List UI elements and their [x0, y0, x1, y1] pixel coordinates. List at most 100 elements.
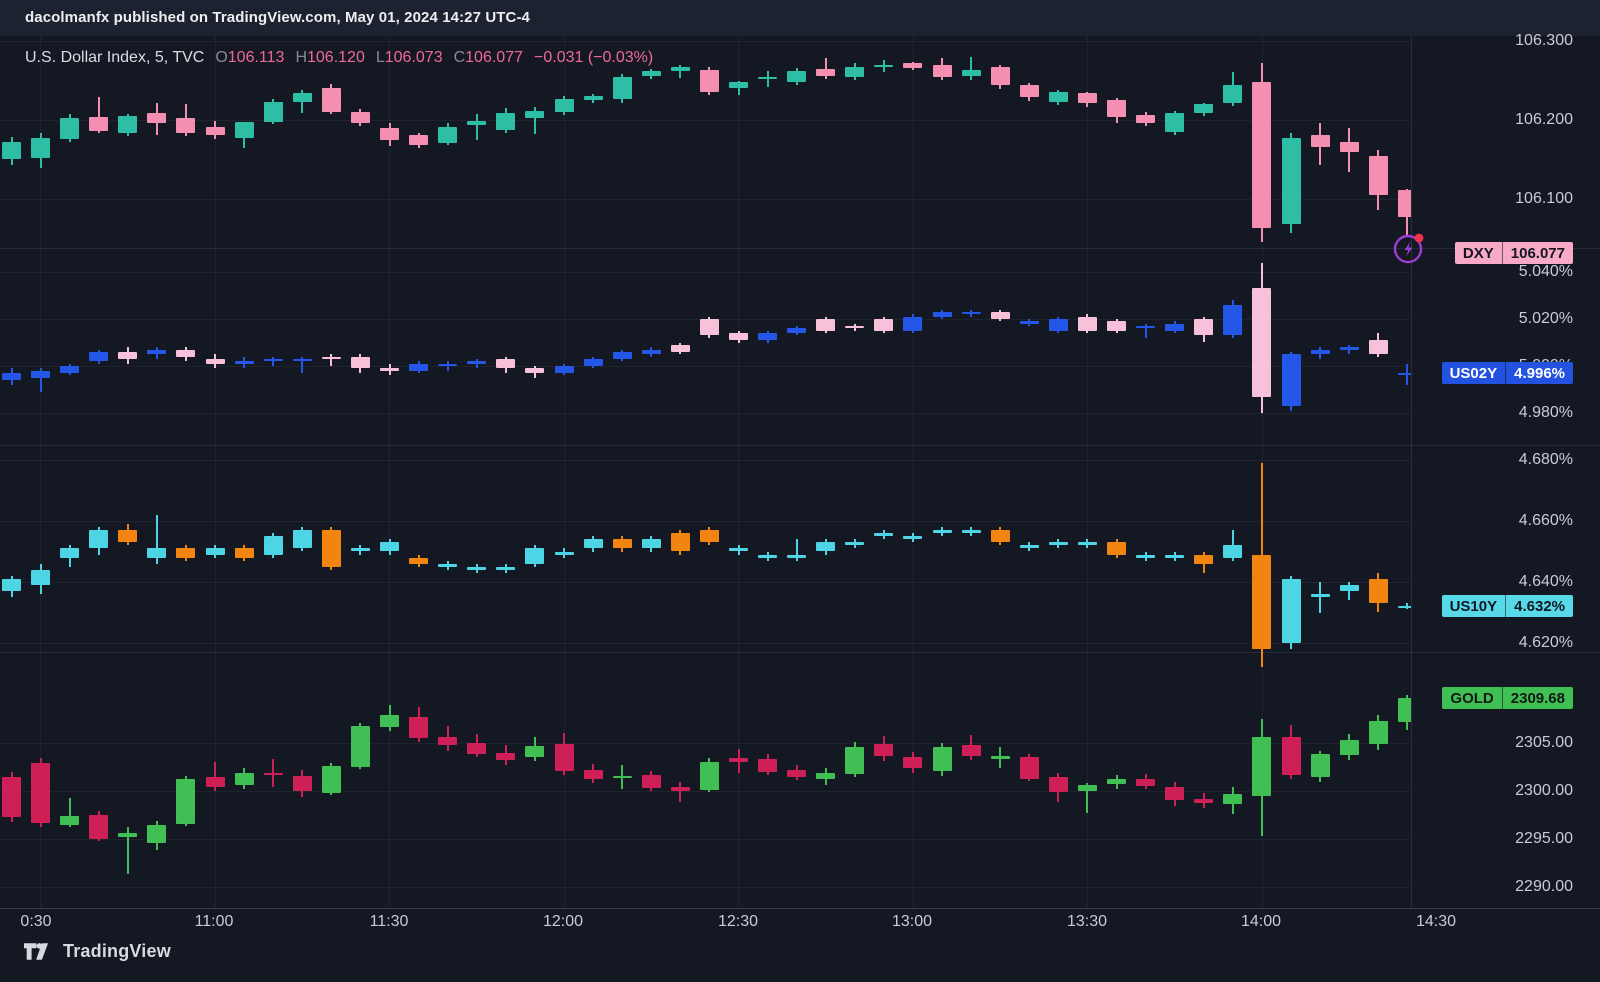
candle — [1397, 373, 1412, 376]
candle — [1107, 542, 1127, 555]
horizontal-gridline — [0, 41, 1412, 42]
candle — [321, 356, 341, 359]
gold-axis-label: 2295.00 — [1515, 830, 1573, 847]
us02y-ticker: US02Y — [1449, 364, 1498, 382]
dxy-last-value: 106.077 — [1510, 244, 1565, 262]
candle — [961, 311, 981, 315]
candle — [612, 77, 632, 99]
candle — [350, 356, 370, 369]
pill-separator — [1505, 362, 1507, 384]
candle — [205, 358, 225, 364]
candle — [1397, 190, 1412, 218]
candle — [583, 539, 603, 549]
candle — [1368, 578, 1388, 604]
candle — [1310, 753, 1330, 777]
candle-wick — [97, 97, 100, 134]
candle — [729, 758, 748, 763]
candle — [1107, 321, 1127, 331]
candle — [350, 725, 370, 767]
time-axis[interactable]: 0:30 11:00 11:30 12:00 12:30 13:00 13:30 14:00 1… — [0, 908, 1600, 938]
candle — [380, 368, 400, 371]
candle — [118, 351, 138, 359]
candle — [321, 530, 341, 567]
flash-event-icon[interactable] — [1389, 228, 1429, 273]
time-tick-label: 11:00 — [194, 913, 234, 930]
candle — [699, 530, 719, 543]
candle — [1077, 785, 1097, 791]
vertical-gridline — [563, 36, 565, 908]
candle — [787, 328, 807, 334]
candle — [758, 554, 778, 558]
candle — [292, 530, 312, 549]
gold-price-label: GOLD 2309.68 — [1442, 687, 1573, 709]
candle — [932, 311, 952, 317]
candle — [118, 116, 138, 133]
candle — [1339, 142, 1359, 153]
candle — [612, 351, 632, 359]
vertical-gridline — [912, 36, 914, 908]
candle — [205, 127, 225, 135]
candle — [438, 127, 458, 143]
vertical-gridline — [738, 36, 739, 908]
candle — [1165, 112, 1185, 132]
time-tick-label: 0:30 — [20, 913, 52, 930]
horizontal-gridline — [0, 272, 1412, 273]
panel-divider — [0, 652, 1600, 653]
candle — [1194, 319, 1214, 336]
candle — [1339, 585, 1359, 592]
symbol-legend: U.S. Dollar Index, 5, TVC O106.113 H106.12… — [25, 49, 653, 67]
candle — [321, 766, 341, 793]
candle — [1019, 321, 1039, 324]
candle — [205, 548, 225, 555]
candle — [350, 112, 370, 124]
candle — [438, 363, 458, 366]
horizontal-gridline — [0, 743, 1412, 744]
candlestick-plot[interactable] — [0, 36, 1412, 908]
candle — [496, 112, 516, 131]
candle — [583, 95, 603, 101]
us02y-price-label: US02Y 4.996% — [1441, 362, 1573, 384]
candle-wick — [301, 356, 304, 374]
time-axis-border — [0, 908, 1600, 909]
tradingview-watermark[interactable]: TradingView — [24, 936, 171, 966]
candle — [438, 737, 458, 745]
candle — [1368, 155, 1388, 196]
price-axis[interactable]: 106.300 106.200 106.100 DXY 106.077 5.040% 5.0… — [1412, 32, 1600, 908]
chart-area[interactable]: U.S. Dollar Index, 5, TVC O106.113 H106.12… — [0, 32, 1600, 909]
ohlc-key: O — [215, 49, 228, 66]
vertical-gridline — [1087, 36, 1088, 908]
candle — [1194, 104, 1214, 113]
candle — [874, 743, 894, 757]
candle-wick — [533, 106, 536, 135]
candle — [409, 557, 429, 564]
candle — [1310, 135, 1330, 147]
candle — [176, 349, 196, 357]
candle — [990, 530, 1010, 543]
candle-wick — [155, 514, 158, 564]
us10y-axis-label: 4.660% — [1518, 512, 1573, 529]
candle-wick — [679, 65, 682, 79]
candle — [1048, 92, 1068, 102]
vertical-gridline — [389, 36, 390, 908]
candle — [874, 533, 894, 537]
us02y-last-value: 4.996% — [1514, 364, 1565, 382]
candle — [60, 117, 80, 139]
us02y-axis-label: 4.980% — [1518, 404, 1573, 421]
candle — [612, 539, 632, 549]
candle — [845, 67, 865, 78]
candle-wick — [68, 797, 71, 828]
us02y-axis-label: 5.020% — [1518, 310, 1573, 327]
candle — [1077, 93, 1097, 104]
candle — [176, 548, 196, 558]
candle — [787, 769, 807, 777]
horizontal-gridline — [0, 887, 1412, 888]
us10y-price-label: US10Y 4.632% — [1441, 595, 1573, 617]
candle — [1077, 316, 1097, 331]
time-tick-label: 13:30 — [1066, 913, 1108, 930]
candle — [292, 93, 312, 102]
candle — [903, 63, 923, 68]
candle — [583, 769, 603, 779]
candle — [641, 349, 661, 355]
candle — [263, 101, 283, 123]
candle — [554, 99, 574, 113]
